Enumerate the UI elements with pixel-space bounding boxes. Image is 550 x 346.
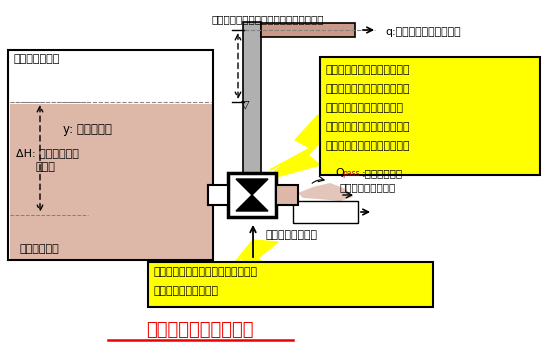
Polygon shape	[225, 240, 278, 275]
Text: ▽: ▽	[241, 99, 250, 109]
Text: q:ポンプ分水（揚水）量: q:ポンプ分水（揚水）量	[385, 27, 461, 37]
Text: 高位農地への灌漑や他目的用水の給水所: 高位農地への灌漑や他目的用水の給水所	[212, 14, 324, 24]
Polygon shape	[236, 179, 268, 195]
Text: 同軸メカニカルポンプ: 同軸メカニカルポンプ	[146, 321, 254, 339]
Bar	[261, 23, 355, 37]
Bar	[243, 22, 261, 175]
Text: Q: Q	[335, 168, 344, 178]
Bar	[294, 202, 357, 222]
Polygon shape	[298, 183, 353, 201]
Polygon shape	[265, 115, 330, 180]
Bar	[208, 185, 228, 205]
Text: 樋管式分水工: 樋管式分水工	[20, 244, 60, 254]
Text: 用水路通水断面: 用水路通水断面	[13, 54, 59, 64]
Bar	[228, 173, 276, 217]
Bar	[148, 262, 433, 307]
Text: 外の動力源を必要としない。: 外の動力源を必要としない。	[325, 141, 410, 151]
Text: :ポンプ通過量: :ポンプ通過量	[362, 168, 403, 178]
Text: 転させ揚水するので、水流以: 転させ揚水するので、水流以	[325, 122, 410, 132]
Text: ΔH: ポンプ上下流: ΔH: ポンプ上下流	[16, 148, 79, 158]
Text: （支線への分水量）: （支線への分水量）	[340, 182, 396, 192]
Text: に付与された揚水羽根を回: に付与された揚水羽根を回	[325, 103, 403, 113]
Text: 水位差: 水位差	[36, 162, 56, 172]
Text: て、水車羽根および水車羽根: て、水車羽根および水車羽根	[325, 84, 410, 94]
Text: 伴わずに設置できる。: 伴わずに設置できる。	[153, 286, 218, 296]
Bar	[276, 185, 298, 205]
Bar	[293, 201, 358, 223]
Text: pass: pass	[342, 169, 360, 178]
Bar	[320, 57, 540, 175]
Bar	[208, 185, 213, 205]
Text: 低位圃場への灌漑: 低位圃場への灌漑	[265, 230, 317, 240]
Text: 揚水機を通過する水流によっ: 揚水機を通過する水流によっ	[325, 65, 410, 75]
Text: 既存の分水工に大規模な施設改修を: 既存の分水工に大規模な施設改修を	[153, 267, 257, 277]
Bar	[8, 50, 213, 260]
Polygon shape	[236, 195, 268, 211]
Bar	[9, 103, 212, 258]
Text: y: ポンプ揚程: y: ポンプ揚程	[63, 124, 112, 137]
